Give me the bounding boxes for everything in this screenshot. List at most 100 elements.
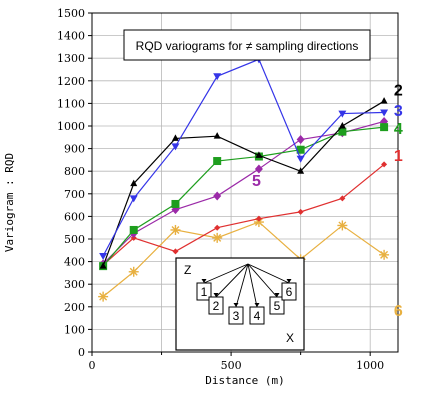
chart-title: RQD variograms for ≠ sampling directions [136, 39, 359, 53]
y-tick-label: 300 [64, 278, 85, 291]
series-label-5: 5 [252, 173, 261, 190]
square-marker [296, 145, 305, 154]
triangle-up-marker [380, 97, 388, 104]
y-tick-label: 900 [64, 143, 85, 156]
x-tick-label: 0 [89, 359, 96, 372]
series-3 [99, 56, 389, 260]
y-tick-label: 1100 [57, 97, 85, 110]
series-layer [98, 56, 390, 302]
series-2-line [102, 100, 385, 267]
inset-sample-box [196, 282, 212, 301]
diamond-marker [172, 248, 179, 255]
inset-arrowhead [201, 279, 207, 283]
inset-direction-arrow [247, 263, 290, 284]
asterisk-marker-stroke [99, 292, 108, 301]
inset-direction-arrow [247, 263, 278, 298]
asterisk-marker-stroke [129, 267, 138, 276]
inset-sample-box [281, 282, 297, 301]
square-marker [129, 225, 138, 234]
diamond-marker [130, 234, 137, 241]
diamond-marker [214, 224, 221, 231]
y-tick-label: 500 [64, 233, 85, 246]
inset-arrowhead [254, 303, 260, 307]
axes-layer: 0 100 200 300 400 500 600 700 800 900 1000 1100 1200… [57, 7, 399, 372]
square-marker [213, 157, 222, 166]
triangle-up-marker [338, 122, 346, 129]
series-1 [100, 161, 388, 268]
series-label-1: 1 [394, 148, 403, 165]
triangle-down-marker [171, 143, 180, 151]
triangle-up-marker [297, 167, 305, 174]
y-tick-label: 700 [64, 188, 85, 201]
y-tick-label: 1300 [57, 52, 85, 65]
inset-arrowhead [213, 293, 219, 297]
triangle-up-marker [171, 134, 179, 141]
series-5-line [102, 120, 385, 265]
triangle-down-marker [338, 110, 347, 118]
inset-sample-box [228, 306, 244, 325]
inset-arrowhead [274, 293, 280, 297]
asterisk-marker-stroke [171, 225, 180, 234]
square-marker [338, 127, 347, 136]
triangle-up-marker [213, 132, 221, 139]
diamond-marker [381, 161, 388, 168]
y-tick-label: 0 [78, 346, 85, 359]
y-tick-label: 1500 [57, 7, 85, 20]
x-tick-label: 1000 [356, 359, 384, 372]
triangle-up-marker [99, 262, 107, 269]
y-tick-label: 100 [64, 323, 85, 336]
inset-frame [175, 257, 305, 351]
title-frame [123, 29, 371, 61]
y-axis-label: Variogram : RQD [3, 153, 16, 252]
sampling-directions-inset: Z X 123 456 [175, 257, 305, 351]
y-tick-label: 1000 [57, 120, 85, 133]
inset-arrowhead [286, 279, 292, 283]
triangle-down-marker [380, 109, 389, 117]
series-6-line [102, 221, 385, 298]
y-tick-label: 200 [64, 301, 85, 314]
diamond-marker [255, 215, 262, 222]
diamond-marker [339, 195, 346, 202]
asterisk-marker-stroke [213, 233, 222, 242]
triangle-down-marker [213, 73, 222, 81]
triangle-up-marker [255, 151, 263, 158]
x-axis-label: Distance (m) [205, 374, 284, 387]
inset-sample-box [269, 296, 285, 315]
inset-sample-box [249, 306, 265, 325]
chart-title-box: RQD variograms for ≠ sampling directions [123, 29, 371, 61]
series-3-line [102, 58, 385, 257]
inset-direction-arrow [247, 263, 258, 308]
diamond-marker [297, 208, 304, 215]
inset-arrowhead [233, 303, 239, 307]
series-5 [99, 116, 389, 269]
inset-axis-x: X [286, 331, 294, 345]
inset-direction-arrow [215, 263, 249, 298]
series-label-4: 4 [394, 121, 403, 138]
inset-direction-arrow [235, 263, 249, 308]
inset-box-label-2: 2 [213, 299, 220, 313]
y-tick-label: 1200 [57, 75, 85, 88]
inset-direction-arrow [203, 263, 249, 284]
y-tick-label: 400 [64, 256, 85, 269]
square-marker [380, 123, 389, 132]
series-1-line [102, 163, 385, 266]
inset-box-label-5: 5 [274, 299, 281, 313]
inset-box-label-1: 1 [201, 285, 208, 299]
x-tick-label: 500 [221, 359, 242, 372]
inset-axis-z: Z [184, 263, 191, 277]
asterisk-marker-stroke [338, 221, 347, 230]
series-label-3: 3 [394, 103, 403, 120]
series-4-line [102, 126, 385, 267]
triangle-down-marker [296, 155, 305, 163]
series-label-6: 6 [394, 303, 403, 320]
inset-box-label-6: 6 [286, 285, 293, 299]
series-label-2: 2 [394, 82, 403, 99]
diamond-marker [296, 135, 305, 145]
y-tick-label: 800 [64, 165, 85, 178]
diamond-marker [213, 191, 222, 201]
inset-sample-box [208, 296, 224, 315]
asterisk-marker-stroke [380, 250, 389, 259]
y-tick-label: 1400 [57, 30, 85, 43]
asterisk-marker-stroke [254, 218, 263, 227]
